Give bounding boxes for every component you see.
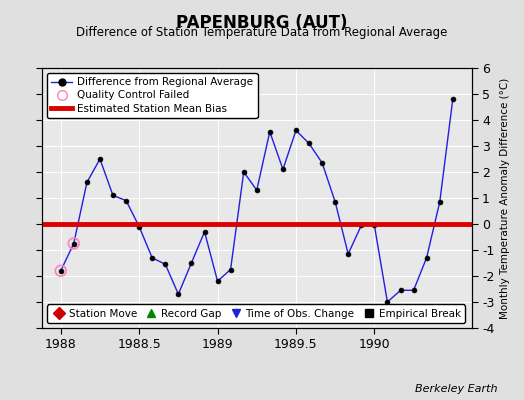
Legend: Station Move, Record Gap, Time of Obs. Change, Empirical Break: Station Move, Record Gap, Time of Obs. C… [47,304,465,323]
Point [57,268,65,274]
Text: Difference of Station Temperature Data from Regional Average: Difference of Station Temperature Data f… [77,26,447,39]
Text: Berkeley Earth: Berkeley Earth [416,384,498,394]
Point [70,240,78,247]
Y-axis label: Monthly Temperature Anomaly Difference (°C): Monthly Temperature Anomaly Difference (… [500,77,510,319]
Text: PAPENBURG (AUT): PAPENBURG (AUT) [176,14,348,32]
